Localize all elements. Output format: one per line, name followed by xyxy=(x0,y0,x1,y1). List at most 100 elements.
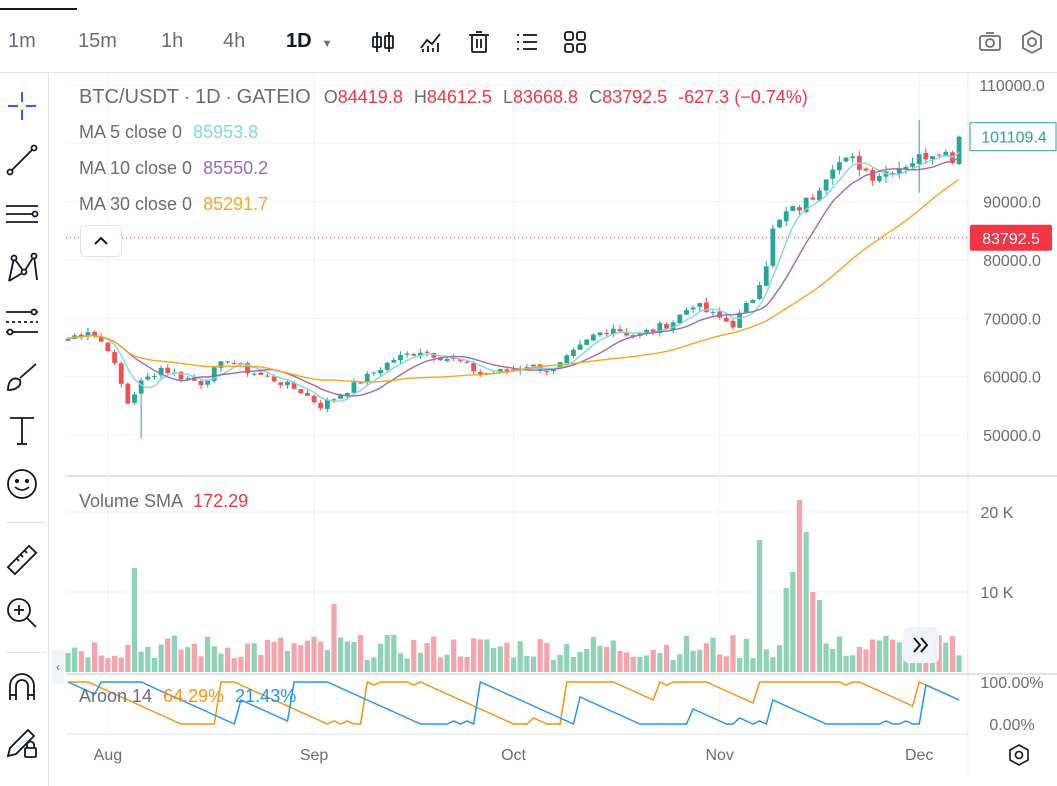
candle-body[interactable] xyxy=(863,168,869,171)
brush-icon[interactable] xyxy=(4,358,40,394)
candle-body[interactable] xyxy=(757,285,762,299)
volume-bar[interactable] xyxy=(211,646,217,672)
volume-bar[interactable] xyxy=(358,634,364,672)
candle-body[interactable] xyxy=(763,266,769,286)
volume-bar[interactable] xyxy=(311,636,317,672)
volume-bar[interactable] xyxy=(85,657,91,672)
candle-body[interactable] xyxy=(351,382,357,393)
candle-body[interactable] xyxy=(78,334,84,337)
candle-body[interactable] xyxy=(358,382,363,384)
candle-body[interactable] xyxy=(511,369,516,371)
volume-bar[interactable] xyxy=(497,646,503,672)
volume-bar[interactable] xyxy=(876,640,882,672)
volume-bar[interactable] xyxy=(544,642,550,672)
volume-bar[interactable] xyxy=(291,643,297,672)
volume-bar[interactable] xyxy=(377,643,384,672)
volume-bar[interactable] xyxy=(663,644,670,672)
volume-bar[interactable] xyxy=(491,647,497,672)
volume-bar[interactable] xyxy=(890,639,896,672)
volume-bar[interactable] xyxy=(344,641,350,672)
candle-body[interactable] xyxy=(105,342,111,352)
volume-bar[interactable] xyxy=(850,655,856,672)
candle-body[interactable] xyxy=(411,353,417,356)
volume-bar[interactable] xyxy=(145,646,151,672)
volume-bar[interactable] xyxy=(477,639,483,672)
volume-bar[interactable] xyxy=(251,643,257,672)
candle-body[interactable] xyxy=(770,228,776,266)
volume-bar[interactable] xyxy=(504,642,510,672)
volume-bar[interactable] xyxy=(118,657,124,672)
volume-bar[interactable] xyxy=(723,656,729,672)
scroll-left-button[interactable]: ‹ xyxy=(52,650,64,684)
candle-body[interactable] xyxy=(943,151,949,156)
volume-bar[interactable] xyxy=(657,653,663,672)
ma5-legend[interactable]: MA 5 close 0 85953.8 xyxy=(79,122,258,143)
candle-body[interactable] xyxy=(790,206,796,211)
candle-body[interactable] xyxy=(936,154,942,156)
volume-bar[interactable] xyxy=(424,643,430,672)
candle-body[interactable] xyxy=(384,362,390,370)
volume-bar[interactable] xyxy=(298,645,304,672)
candle-body[interactable] xyxy=(271,376,277,382)
candle-body[interactable] xyxy=(364,373,370,383)
candle-body[interactable] xyxy=(145,376,151,380)
candle-body[interactable] xyxy=(684,310,689,315)
candle-body[interactable] xyxy=(311,395,317,403)
candle-body[interactable] xyxy=(743,302,749,313)
volume-bar[interactable] xyxy=(863,649,869,672)
candle-body[interactable] xyxy=(524,367,530,369)
volume-bar[interactable] xyxy=(943,642,949,672)
candle-body[interactable] xyxy=(251,373,257,375)
candle-body[interactable] xyxy=(604,332,610,335)
candle-body[interactable] xyxy=(670,322,676,330)
timeframe-1m[interactable]: 1m xyxy=(8,30,36,52)
candle-body[interactable] xyxy=(318,402,324,409)
volume-bar[interactable] xyxy=(238,656,244,672)
candle-body[interactable] xyxy=(444,358,450,361)
candle-body[interactable] xyxy=(657,323,663,333)
volume-bar[interactable] xyxy=(72,647,78,672)
candle-body[interactable] xyxy=(610,328,616,335)
volume-bar[interactable] xyxy=(643,655,650,672)
candle-body[interactable] xyxy=(650,329,656,333)
collapse-legend-button[interactable] xyxy=(80,225,122,257)
candle-body[interactable] xyxy=(797,207,802,211)
volume-bar[interactable] xyxy=(198,656,204,672)
volume-bar[interactable] xyxy=(364,659,370,672)
candle-body[interactable] xyxy=(245,363,250,374)
volume-bar[interactable] xyxy=(750,658,756,672)
candle-body[interactable] xyxy=(231,362,237,364)
timeframe-1d[interactable]: 1D ▼ xyxy=(286,30,333,52)
candle-body[interactable] xyxy=(704,302,709,312)
volume-bar[interactable] xyxy=(584,648,590,672)
volume-bar[interactable] xyxy=(78,651,84,672)
candle-body[interactable] xyxy=(225,361,230,363)
volume-bar[interactable] xyxy=(437,657,443,672)
volume-bar[interactable] xyxy=(191,643,197,672)
volume-bar[interactable] xyxy=(98,655,104,672)
volume-bar[interactable] xyxy=(524,655,530,672)
candle-body[interactable] xyxy=(504,369,510,372)
candle-body[interactable] xyxy=(338,395,344,399)
candle-body[interactable] xyxy=(956,136,962,165)
volume-bar[interactable] xyxy=(883,636,889,672)
candle-body[interactable] xyxy=(65,338,71,341)
volume-bar[interactable] xyxy=(264,639,271,672)
volume-bar[interactable] xyxy=(949,636,956,672)
volume-bar[interactable] xyxy=(444,654,450,672)
candle-body[interactable] xyxy=(803,197,809,212)
candle-body[interactable] xyxy=(471,362,477,372)
candle-body[interactable] xyxy=(916,154,922,164)
volume-bar[interactable] xyxy=(783,588,789,672)
volume-bar[interactable] xyxy=(577,652,583,672)
candle-body[interactable] xyxy=(637,332,643,336)
timeframe-4h[interactable]: 4h xyxy=(223,30,246,52)
candle-body[interactable] xyxy=(664,324,669,329)
volume-bar[interactable] xyxy=(770,657,776,672)
candle-body[interactable] xyxy=(870,169,876,181)
candle-body[interactable] xyxy=(118,363,124,384)
candle-body[interactable] xyxy=(391,360,397,363)
volume-bar[interactable] xyxy=(244,643,251,672)
volume-bar[interactable] xyxy=(683,635,690,672)
candle-body[interactable] xyxy=(211,367,217,381)
